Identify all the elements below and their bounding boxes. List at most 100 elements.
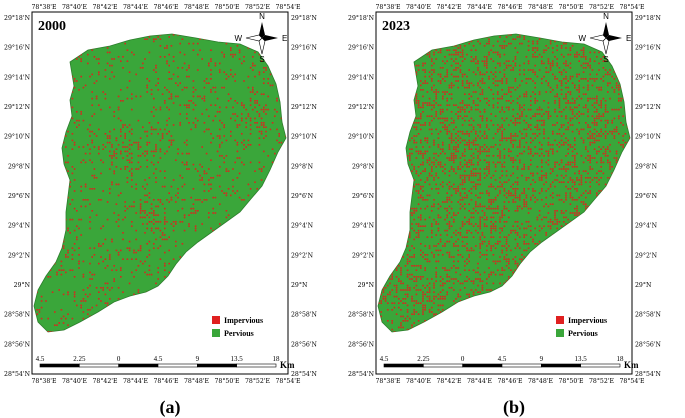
compass-letter: N: [603, 12, 609, 21]
right-tick-label: 29°18'N: [291, 15, 318, 22]
scale-bar-label: 4.5: [154, 355, 163, 363]
scale-bar-label: 18: [273, 355, 281, 363]
left-tick-label: 29°14'N: [348, 74, 375, 81]
map-panel-b: 78°38'E 78°40'E 78°42'E 78°44'E 78°46'E 78°48…: [344, 0, 684, 418]
top-tick-label: 78°54'E: [275, 4, 301, 11]
left-tick-label: 28°54'N: [4, 371, 31, 378]
bottom-tick-label: 78°44'E: [123, 378, 149, 385]
right-tick-label: 29°14'N: [291, 74, 318, 81]
left-tick-label: 29°10'N: [4, 134, 31, 141]
left-tick-label: 29°18'N: [4, 15, 31, 22]
right-tick-label: 28°56'N: [291, 341, 318, 348]
bottom-tick-label: 78°46'E: [153, 378, 179, 385]
map-svg-b: 78°38'E 78°40'E 78°42'E 78°44'E 78°46'E 78°48…: [348, 4, 662, 385]
map-frame: [31, 11, 289, 375]
right-tick-label: 29°4'N: [291, 223, 314, 230]
scale-bar-label: 2.25: [73, 355, 86, 363]
panel-caption-b: (b): [503, 397, 525, 417]
top-tick-label: 78°54'E: [619, 4, 645, 11]
top-tick-label: 78°40'E: [62, 4, 88, 11]
top-tick-label: 78°38'E: [375, 4, 401, 11]
scale-bar-segment: [501, 363, 542, 368]
right-tick-label: 29°12'N: [635, 104, 662, 111]
map-svg-a: 78°38'E 78°40'E 78°42'E 78°44'E 78°46'E 78°48…: [4, 4, 318, 385]
scale-bar-label: 4.5: [36, 355, 45, 363]
bottom-tick-label: 78°50'E: [214, 378, 240, 385]
scale-bar-segment: [197, 363, 237, 368]
bottom-tick-label: 78°52'E: [245, 378, 271, 385]
right-tick-label: 29°6'N: [635, 193, 658, 200]
right-tick-label: 28°54'N: [291, 371, 318, 378]
scale-bar-label: 4.5: [380, 355, 389, 363]
compass-letter: N: [259, 12, 265, 21]
bottom-tick-label: 78°38'E: [31, 378, 57, 385]
right-tick-label: 29°8'N: [635, 163, 658, 170]
top-tick-label: 78°46'E: [153, 4, 179, 11]
scale-bar-label: 13.5: [231, 355, 244, 363]
scale-bar-label: 0: [117, 355, 121, 363]
top-tick-label: 78°42'E: [436, 4, 462, 11]
top-tick-label: 78°44'E: [123, 4, 149, 11]
scale-bar-segment: [383, 363, 424, 368]
top-tick-label: 78°40'E: [406, 4, 432, 11]
scale-bar-label: 13.5: [575, 355, 588, 363]
left-tick-label: 28°54'N: [348, 371, 375, 378]
bottom-tick-label: 78°44'E: [467, 378, 493, 385]
left-tick-label: 29°12'N: [4, 104, 31, 111]
left-tick-label: 29°16'N: [348, 45, 375, 52]
bottom-tick-label: 78°42'E: [436, 378, 462, 385]
scale-bar-label: 2.25: [417, 355, 430, 363]
scale-bar-segment: [580, 363, 621, 368]
scale-bar-segment: [118, 363, 159, 368]
top-tick-label: 78°48'E: [184, 4, 210, 11]
compass-letter: S: [259, 55, 264, 64]
scale-bar-segment: [39, 363, 80, 368]
right-tick-label: 28°54'N: [635, 371, 662, 378]
scale-bar-segment: [236, 363, 277, 368]
right-tick-label: 28°56'N: [635, 341, 662, 348]
top-tick-label: 78°46'E: [497, 4, 523, 11]
scale-bar-label: 4.5: [498, 355, 507, 363]
left-tick-label: 29°2'N: [352, 252, 375, 259]
scale-bar-label: 9: [196, 355, 200, 363]
bottom-tick-label: 78°50'E: [558, 378, 584, 385]
bottom-tick-label: 78°48'E: [184, 378, 210, 385]
left-tick-label: 29°6'N: [352, 193, 375, 200]
bottom-tick-label: 78°54'E: [275, 378, 301, 385]
left-tick-label: 29°16'N: [4, 45, 31, 52]
top-tick-label: 78°42'E: [92, 4, 118, 11]
scale-bar-segment: [541, 363, 581, 368]
scale-bar-label: 9: [540, 355, 544, 363]
right-tick-label: 29°6'N: [291, 193, 314, 200]
compass-letter: S: [603, 55, 608, 64]
map-frame: [375, 11, 633, 375]
year-label: 2000: [38, 19, 66, 34]
compass-letter: W: [578, 34, 586, 43]
right-tick-label: 29°16'N: [635, 45, 662, 52]
left-tick-label: 28°56'N: [348, 341, 375, 348]
left-tick-label: 28°58'N: [348, 312, 375, 319]
map-panel-a: 78°38'E 78°40'E 78°42'E 78°44'E 78°46'E 78°48…: [0, 0, 340, 418]
top-tick-label: 78°48'E: [528, 4, 554, 11]
left-tick-label: 29°N: [358, 282, 375, 289]
legend-label: Pervious: [224, 329, 254, 338]
left-tick-label: 29°2'N: [8, 252, 31, 259]
right-tick-label: 29°4'N: [635, 223, 658, 230]
top-tick-label: 78°50'E: [558, 4, 584, 11]
top-tick-label: 78°50'E: [214, 4, 240, 11]
right-tick-label: 29°14'N: [635, 74, 662, 81]
top-tick-label: 78°52'E: [245, 4, 271, 11]
north-arrow-icon: N S W E: [234, 12, 287, 64]
left-tick-label: 28°56'N: [4, 341, 31, 348]
legend-label: Impervious: [224, 316, 263, 325]
scale-bar-segment: [423, 363, 463, 368]
left-tick-label: 29°8'N: [352, 163, 375, 170]
compass-letter: E: [282, 34, 287, 43]
bottom-tick-label: 78°46'E: [497, 378, 523, 385]
compass-letter: W: [234, 34, 242, 43]
bottom-tick-label: 78°52'E: [589, 378, 615, 385]
left-tick-label: 29°10'N: [348, 134, 375, 141]
right-tick-label: 29°10'N: [635, 134, 662, 141]
right-tick-label: 28°58'N: [635, 312, 662, 319]
scale-bar-label: 18: [617, 355, 625, 363]
